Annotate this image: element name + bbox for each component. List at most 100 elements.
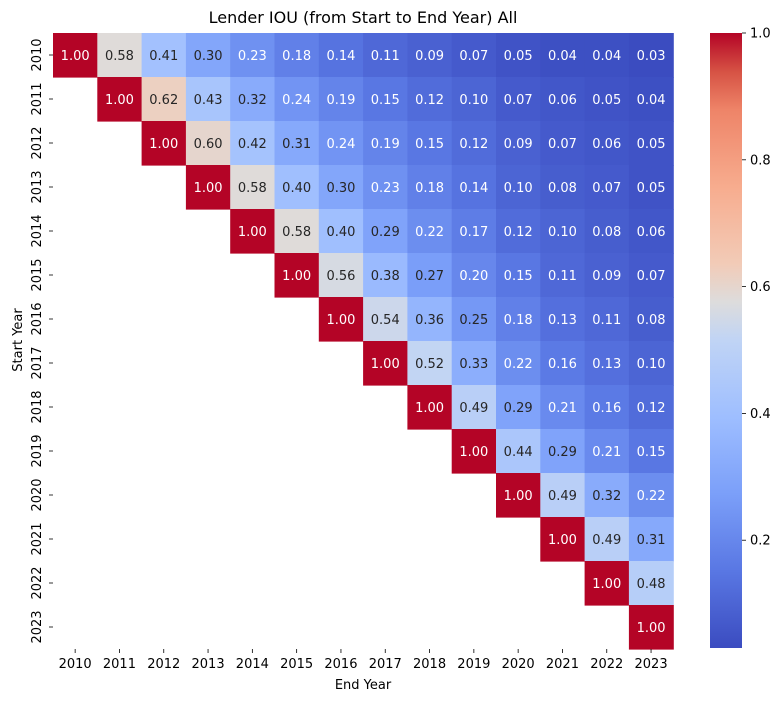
cell-value-label: 0.15 <box>504 269 533 284</box>
y-tick-label: 2018 <box>30 390 45 423</box>
heatmap-cell <box>584 429 630 474</box>
heatmap-cell <box>230 209 276 254</box>
heatmap-cell <box>230 77 276 122</box>
y-tick-label: 2023 <box>30 610 45 643</box>
cell-value-label: 0.56 <box>326 269 355 284</box>
cell-value-label: 0.03 <box>637 49 666 64</box>
heatmap-cell <box>540 209 586 254</box>
heatmap-cell <box>584 561 630 606</box>
cell-value-label: 0.11 <box>548 269 577 284</box>
colorbar-tick-label: 0.8 <box>750 153 771 168</box>
heatmap-cell <box>53 33 98 78</box>
cell-value-label: 0.23 <box>371 181 400 196</box>
heatmap-cell <box>540 253 586 298</box>
cell-value-label: 1.00 <box>548 533 577 548</box>
x-tick-label: 2020 <box>502 657 535 672</box>
cell-value-label: 0.10 <box>504 181 533 196</box>
cell-value-label: 0.30 <box>326 181 355 196</box>
heatmap-cell <box>540 341 586 386</box>
heatmap-cell <box>496 209 541 254</box>
heatmap-cell <box>628 77 674 122</box>
y-tick-label: 2022 <box>30 566 45 599</box>
heatmap-cell <box>407 341 453 386</box>
cell-value-label: 0.11 <box>592 313 621 328</box>
heatmap-cell <box>584 385 630 430</box>
cell-value-label: 1.00 <box>592 577 621 592</box>
heatmap-cell <box>141 33 187 78</box>
heatmap-cell <box>407 77 453 122</box>
x-tick-label: 2012 <box>147 657 180 672</box>
cell-value-label: 0.15 <box>637 445 666 460</box>
cell-value-label: 0.31 <box>282 137 311 152</box>
cell-value-label: 0.29 <box>504 401 533 416</box>
x-tick-label: 2022 <box>590 657 623 672</box>
heatmap-cell <box>363 33 408 78</box>
cell-value-label: 0.49 <box>459 401 488 416</box>
heatmap-cell <box>185 165 231 210</box>
heatmap-cell <box>97 33 143 78</box>
cell-value-label: 0.25 <box>459 313 488 328</box>
cell-value-label: 0.09 <box>592 269 621 284</box>
heatmap-cell <box>274 165 320 210</box>
heatmap-cell <box>451 253 497 298</box>
heatmap-cell <box>584 121 630 166</box>
heatmap-cell <box>451 121 497 166</box>
cell-value-label: 0.13 <box>548 313 577 328</box>
colorbar: 0.2 0.4 0.6 0.8 1.0 <box>710 27 771 648</box>
cell-value-label: 0.11 <box>371 49 400 64</box>
heatmap-cell <box>141 77 187 122</box>
cell-value-label: 0.14 <box>326 49 355 64</box>
cell-value-label: 0.07 <box>637 269 666 284</box>
cell-value-label: 0.09 <box>504 137 533 152</box>
cell-value-label: 0.54 <box>371 313 400 328</box>
cell-value-label: 0.62 <box>149 93 178 108</box>
heatmap-cell <box>451 341 497 386</box>
cell-value-label: 1.00 <box>238 225 267 240</box>
heatmap-cell <box>496 77 541 122</box>
cell-value-label: 0.14 <box>459 181 488 196</box>
heatmap-cell <box>540 297 586 342</box>
cell-value-label: 0.12 <box>637 401 666 416</box>
cell-value-label: 1.00 <box>637 621 666 636</box>
cell-value-label: 0.10 <box>637 357 666 372</box>
heatmap-cell <box>496 33 541 78</box>
heatmap-cell <box>496 385 541 430</box>
heatmap-cell <box>496 121 541 166</box>
cell-value-label: 0.08 <box>637 313 666 328</box>
heatmap-cell <box>363 341 408 386</box>
cell-value-label: 0.58 <box>282 225 311 240</box>
heatmap-cell <box>628 473 674 518</box>
heatmap-cell <box>407 253 453 298</box>
x-tick-label: 2019 <box>457 657 490 672</box>
heatmap-cell <box>318 209 364 254</box>
heatmap-cell <box>230 33 276 78</box>
cell-value-label: 0.19 <box>326 93 355 108</box>
cell-value-label: 0.15 <box>371 93 400 108</box>
cell-value-label: 0.16 <box>592 401 621 416</box>
cell-value-label: 1.00 <box>61 49 90 64</box>
heatmap-cell <box>628 605 674 650</box>
cell-value-label: 0.16 <box>548 357 577 372</box>
heatmap-cell <box>540 77 586 122</box>
y-tick-label: 2012 <box>30 126 45 159</box>
x-tick-label: 2011 <box>103 657 136 672</box>
heatmap-cell <box>185 33 231 78</box>
cell-value-label: 1.00 <box>149 137 178 152</box>
colorbar-tick-label: 0.6 <box>750 280 771 295</box>
heatmap-cell <box>540 385 586 430</box>
heatmap-cell <box>274 121 320 166</box>
heatmap-cell <box>628 517 674 562</box>
heatmap-cell <box>496 429 541 474</box>
y-tick-label: 2021 <box>30 522 45 555</box>
cell-value-label: 0.52 <box>415 357 444 372</box>
heatmap-cell <box>363 209 408 254</box>
x-tick-label: 2013 <box>192 657 225 672</box>
heatmap-cell <box>628 165 674 210</box>
heatmap-cell <box>540 165 586 210</box>
cell-value-label: 0.30 <box>194 49 223 64</box>
cell-value-label: 0.32 <box>238 93 267 108</box>
heatmap-cell <box>540 517 586 562</box>
cell-value-label: 0.12 <box>504 225 533 240</box>
heatmap-cell <box>451 33 497 78</box>
cell-value-label: 0.38 <box>371 269 400 284</box>
